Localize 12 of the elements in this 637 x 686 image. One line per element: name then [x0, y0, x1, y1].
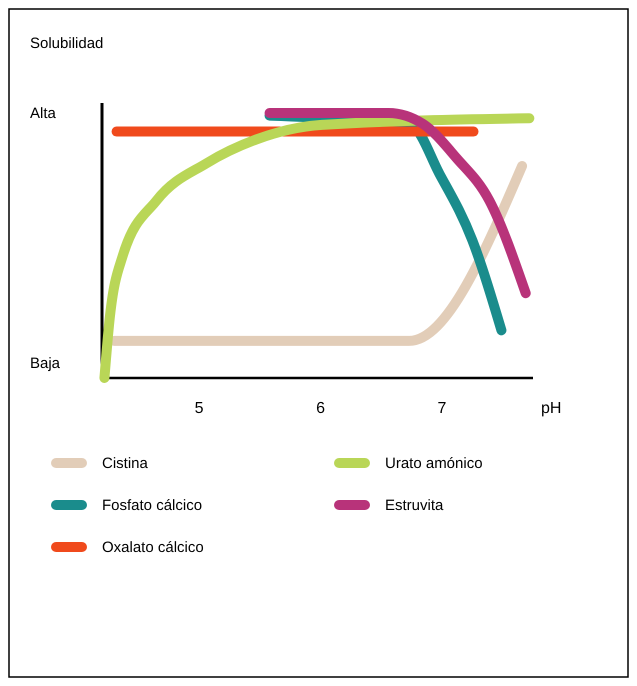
text: Alta: [30, 105, 57, 122]
x-tick-label: 6: [316, 400, 326, 417]
x-tick-label: 7: [437, 400, 446, 417]
legend-label: Urato amónico: [385, 455, 483, 472]
legend-label: Estruvita: [385, 497, 444, 514]
x-axis-title: pH: [541, 400, 562, 417]
legend-label: Fosfato cálcico: [102, 497, 202, 514]
y-axis-title: Solubilidad: [30, 35, 104, 52]
text: Baja: [30, 355, 61, 372]
legend-label: Oxalato cálcico: [102, 539, 204, 556]
x-tick-label: 5: [194, 400, 204, 417]
legend-label: Cistina: [102, 455, 149, 472]
